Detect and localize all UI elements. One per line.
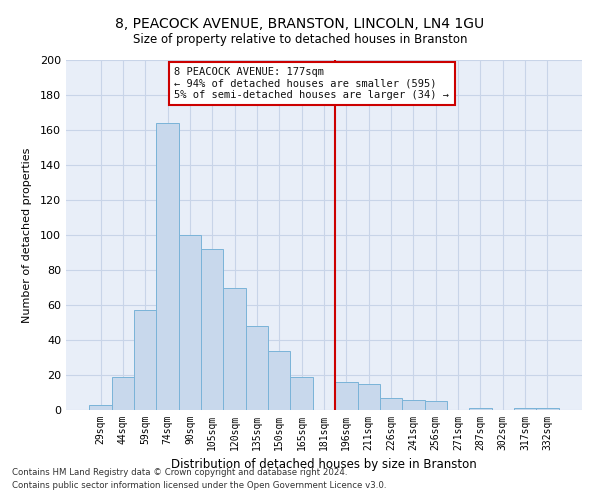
X-axis label: Distribution of detached houses by size in Branston: Distribution of detached houses by size … [171,458,477,471]
Bar [179,235,201,410]
Bar [425,401,447,410]
Bar [268,350,290,410]
Bar [469,408,491,410]
Text: 8 PEACOCK AVENUE: 177sqm
← 94% of detached houses are smaller (595)
5% of semi-d: 8 PEACOCK AVENUE: 177sqm ← 94% of detach… [175,67,449,100]
Text: Contains HM Land Registry data © Crown copyright and database right 2024.: Contains HM Land Registry data © Crown c… [12,468,347,477]
Bar [246,326,268,410]
Bar [402,400,425,410]
Bar [290,377,313,410]
Text: Contains public sector information licensed under the Open Government Licence v3: Contains public sector information licen… [12,480,386,490]
Bar [536,408,559,410]
Text: Size of property relative to detached houses in Branston: Size of property relative to detached ho… [133,32,467,46]
Bar [157,123,179,410]
Bar [89,405,112,410]
Y-axis label: Number of detached properties: Number of detached properties [22,148,32,322]
Bar [514,408,536,410]
Bar [358,384,380,410]
Bar [335,382,358,410]
Bar [223,288,246,410]
Bar [112,377,134,410]
Bar [134,310,157,410]
Text: 8, PEACOCK AVENUE, BRANSTON, LINCOLN, LN4 1GU: 8, PEACOCK AVENUE, BRANSTON, LINCOLN, LN… [115,18,485,32]
Bar [201,249,223,410]
Bar [380,398,402,410]
